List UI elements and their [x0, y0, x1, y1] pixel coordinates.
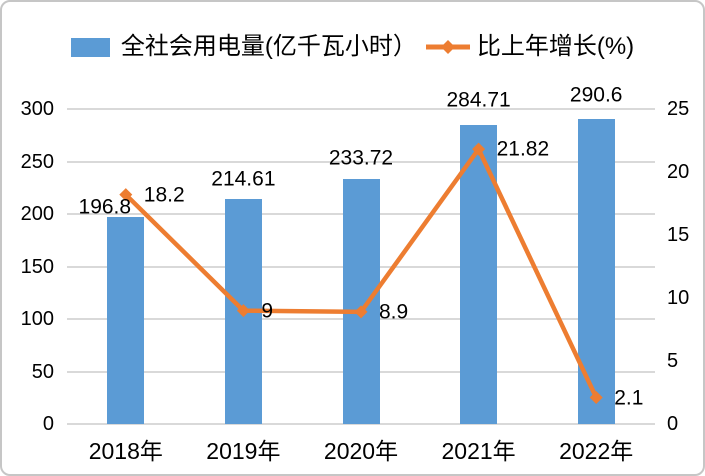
- right-axis-tick-10: 10: [667, 287, 690, 309]
- bar-2021年: [460, 125, 498, 424]
- line-value-label-2020年: 8.9: [379, 300, 409, 324]
- bar-value-label-2021年: 284.71: [446, 88, 511, 112]
- legend-bar-label: 全社会用电量(亿千瓦小时）: [120, 33, 417, 60]
- left-axis-tick-0: 0: [42, 413, 54, 435]
- legend-line-label: 比上年增长(%): [476, 33, 635, 60]
- right-axis-tick-15: 15: [667, 224, 690, 246]
- bar-value-label-2022年: 290.6: [569, 83, 623, 107]
- x-axis-label-2021年: 2021年: [441, 438, 516, 464]
- left-axis-tick-50: 50: [31, 360, 54, 383]
- right-axis-tick-5: 5: [667, 350, 679, 372]
- right-axis-tick-20: 20: [667, 161, 690, 183]
- bar-2018年: [107, 217, 145, 424]
- bar-2020年: [342, 178, 380, 424]
- gridline-300: [67, 108, 655, 110]
- x-axis-label-2019年: 2019年: [206, 438, 281, 464]
- bar-value-label-2020年: 233.72: [328, 146, 394, 170]
- bar-2019年: [224, 198, 262, 424]
- line-value-label-2021年: 21.82: [496, 137, 550, 161]
- left-axis-tick-100: 100: [20, 308, 54, 330]
- x-axis-label-2022年: 2022年: [559, 438, 634, 464]
- line-value-label-2019年: 9: [261, 299, 274, 323]
- right-axis-tick-0: 0: [667, 413, 679, 435]
- left-axis-tick-200: 200: [20, 203, 54, 225]
- line-value-label-2018年: 18.2: [143, 183, 185, 207]
- x-axis-label-2020年: 2020年: [323, 438, 399, 464]
- left-axis-tick-150: 150: [20, 255, 54, 278]
- line-value-label-2022年: 2.1: [614, 386, 644, 409]
- bar-value-label-2018年: 196.8: [78, 195, 132, 219]
- legend: 全社会用电量(亿千瓦小时） 比上年增长(%): [2, 34, 703, 60]
- gridline-0: [67, 423, 655, 425]
- bar-value-label-2019年: 214.61: [211, 167, 276, 191]
- right-axis-tick-25: 25: [667, 98, 690, 120]
- x-axis-label-2018年: 2018年: [88, 438, 163, 464]
- legend-line-marker-icon: [425, 39, 471, 55]
- bar-2022年: [577, 118, 615, 424]
- legend-bar-swatch-icon: [70, 37, 110, 57]
- left-axis-tick-250: 250: [20, 150, 54, 173]
- left-axis-tick-300: 300: [20, 98, 54, 120]
